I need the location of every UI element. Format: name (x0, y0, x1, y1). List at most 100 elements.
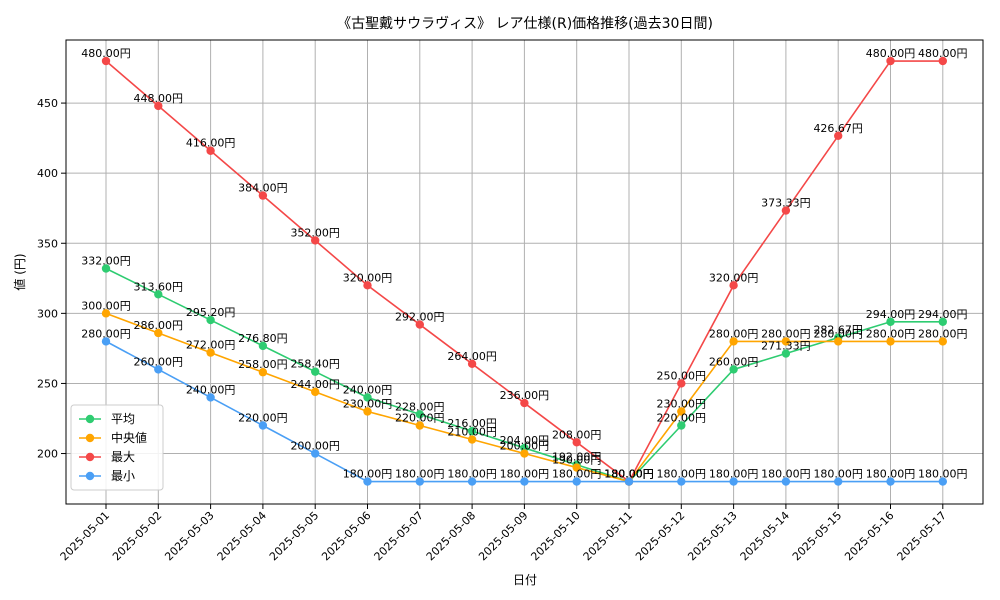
data-label: 200.00円 (500, 440, 550, 453)
data-label: 282.67円 (813, 324, 863, 337)
data-label: 200.00円 (290, 440, 340, 453)
data-label: 180.00円 (709, 468, 759, 481)
data-label: 294.00円 (866, 308, 916, 321)
legend-marker (85, 452, 95, 462)
series-layer (101, 56, 947, 486)
data-label: 220.00円 (395, 411, 445, 424)
data-point (258, 368, 268, 377)
data-label: 280.00円 (866, 327, 916, 340)
data-label: 180.00円 (395, 468, 445, 481)
legend-marker (85, 471, 95, 481)
data-label: 313.60円 (134, 280, 184, 293)
data-point (729, 281, 738, 290)
data-point (101, 309, 111, 318)
data-label: 480.00円 (918, 47, 968, 60)
data-point (834, 477, 843, 486)
data-label: 373.33円 (761, 197, 811, 210)
data-label: 180.00円 (918, 468, 968, 481)
data-label: 260.00円 (134, 355, 184, 368)
data-label: 426.67円 (813, 122, 863, 135)
data-point (206, 315, 215, 325)
data-point (311, 367, 320, 376)
data-point (677, 379, 686, 388)
data-point (101, 56, 111, 66)
data-point (834, 337, 843, 346)
data-point (101, 264, 111, 273)
data-label: 416.00円 (186, 137, 236, 150)
data-point (781, 206, 791, 215)
data-label: 204.00円 (500, 434, 550, 447)
data-label: 180.00円 (500, 468, 550, 481)
y-tick-label: 350 (37, 237, 58, 250)
data-label: 180.00円 (813, 468, 863, 481)
data-label: 180.00円 (604, 468, 654, 481)
data-point (154, 328, 163, 338)
data-label: 240.00円 (186, 383, 236, 396)
data-label: 180.00円 (447, 468, 497, 481)
data-label: 332.00円 (81, 254, 131, 267)
data-point (624, 477, 634, 486)
data-point (206, 393, 215, 402)
data-point (938, 477, 947, 486)
data-point (572, 463, 581, 472)
data-point (101, 337, 111, 346)
data-point (258, 341, 268, 351)
data-point (886, 317, 895, 326)
data-point (886, 477, 895, 486)
data-label: 280.00円 (813, 327, 863, 340)
data-point (311, 387, 320, 397)
data-point (572, 438, 581, 447)
data-label: 280.00円 (81, 327, 131, 340)
y-tick-label: 300 (37, 307, 58, 320)
data-label: 280.00円 (918, 327, 968, 340)
y-tick-label: 450 (37, 97, 58, 110)
data-label: 384.00円 (238, 182, 288, 195)
data-point (415, 410, 424, 419)
data-point (415, 421, 424, 430)
data-label: 286.00円 (134, 319, 184, 332)
data-point (729, 477, 738, 486)
data-point (677, 421, 686, 430)
legend-marker (85, 414, 95, 424)
data-label: 220.00円 (238, 411, 288, 424)
data-point (311, 449, 320, 458)
data-point (520, 398, 529, 408)
series-最小 (101, 337, 947, 486)
data-point (938, 56, 947, 66)
legend-box (70, 404, 164, 491)
data-point (467, 359, 477, 369)
data-point (363, 393, 372, 402)
y-tick-label: 250 (37, 377, 58, 390)
data-point (572, 477, 581, 486)
data-point (154, 290, 163, 299)
data-label: 320.00円 (709, 271, 759, 284)
legend-label: 最大 (111, 450, 135, 464)
data-point (938, 317, 947, 326)
data-point (520, 449, 529, 458)
data-label: 208.00円 (552, 428, 602, 441)
data-label: 180.00円 (552, 468, 602, 481)
x-axis-label: 日付 (513, 573, 537, 587)
y-tick-label: 200 (37, 448, 58, 461)
data-point (781, 349, 791, 358)
data-label: 190.00円 (552, 454, 602, 467)
legend-marker (85, 433, 95, 443)
data-label: 272.00円 (186, 339, 236, 352)
data-label: 271.33円 (761, 340, 811, 353)
data-label: 480.00円 (81, 47, 131, 60)
data-label: 230.00円 (343, 397, 393, 410)
data-point (886, 337, 895, 346)
y-axis-label: 値 (円) (12, 253, 27, 290)
data-point (363, 281, 372, 290)
data-point (467, 435, 477, 444)
legend-label: 中央値 (111, 430, 147, 445)
data-label: 280.00円 (761, 327, 811, 340)
data-label: 264.00円 (447, 350, 497, 363)
data-label: 258.00円 (238, 358, 288, 371)
data-point (363, 407, 372, 416)
data-point (258, 421, 268, 430)
data-label: 220.00円 (657, 411, 707, 424)
data-label: 192.00円 (552, 451, 602, 464)
